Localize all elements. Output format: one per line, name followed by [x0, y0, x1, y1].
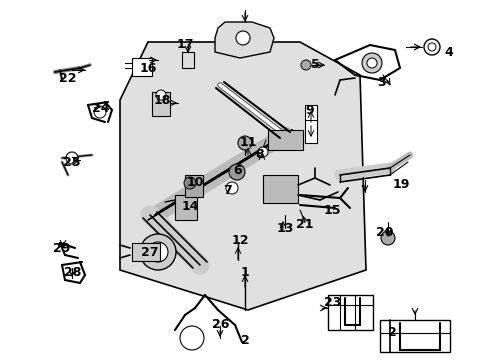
Text: 1: 1 [240, 266, 249, 279]
Text: 11: 11 [239, 135, 256, 148]
Text: 16: 16 [139, 62, 156, 75]
Bar [267, 130, 303, 150]
Text: 14: 14 [181, 201, 198, 213]
Text: 29: 29 [53, 242, 71, 255]
Circle shape [183, 177, 196, 189]
Bar [184, 175, 203, 197]
Text: 20: 20 [375, 225, 393, 238]
Circle shape [380, 231, 394, 245]
Circle shape [423, 39, 439, 55]
Text: 12: 12 [231, 234, 248, 247]
Text: 6: 6 [233, 163, 242, 176]
Circle shape [236, 31, 249, 45]
Bar [132, 58, 152, 76]
Text: 26: 26 [212, 319, 229, 332]
Text: 22: 22 [59, 72, 77, 85]
Circle shape [66, 152, 78, 164]
Bar [379, 320, 449, 352]
Text: 19: 19 [391, 179, 409, 192]
Text: 27: 27 [141, 246, 159, 258]
Circle shape [361, 53, 381, 73]
Text: 28: 28 [64, 266, 81, 279]
Bar [175, 195, 197, 220]
Circle shape [427, 43, 435, 51]
Bar [327, 295, 372, 330]
Text: 13: 13 [276, 221, 293, 234]
Circle shape [180, 326, 203, 350]
Text: 9: 9 [305, 104, 314, 117]
Circle shape [156, 90, 165, 100]
Circle shape [140, 234, 176, 270]
Text: 2: 2 [387, 327, 396, 339]
Text: 8: 8 [255, 148, 264, 162]
Text: 3: 3 [376, 76, 385, 89]
Circle shape [258, 147, 267, 157]
Text: 15: 15 [323, 203, 340, 216]
Circle shape [238, 136, 251, 150]
Bar [182, 52, 194, 68]
Text: 24: 24 [92, 102, 109, 114]
Text: 21: 21 [296, 219, 313, 231]
Bar [152, 92, 170, 116]
Polygon shape [215, 22, 273, 58]
Text: 10: 10 [186, 175, 203, 189]
Circle shape [148, 242, 168, 262]
Text: 23: 23 [324, 296, 341, 309]
Polygon shape [120, 42, 365, 310]
Bar [305, 105, 316, 143]
Circle shape [228, 164, 244, 180]
Text: 18: 18 [153, 94, 170, 107]
Text: 7: 7 [223, 184, 232, 197]
Bar [132, 243, 160, 261]
Text: 2: 2 [240, 333, 249, 346]
Text: 4: 4 [444, 45, 452, 58]
Text: 5: 5 [310, 58, 319, 72]
Text: 17: 17 [176, 39, 193, 51]
Bar [263, 175, 297, 203]
Text: 25: 25 [63, 157, 81, 170]
Circle shape [94, 106, 106, 118]
Circle shape [366, 58, 376, 68]
Circle shape [301, 60, 310, 70]
Circle shape [225, 182, 238, 194]
